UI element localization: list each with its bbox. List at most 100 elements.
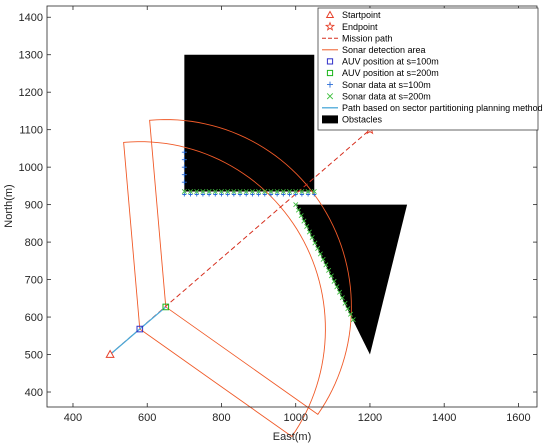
sonar-data-200-point <box>262 188 268 195</box>
sonar-data-200-point <box>306 229 312 235</box>
sonar-data-200-point <box>311 188 317 195</box>
legend-item-mission_path-label: Mission path <box>342 33 393 43</box>
sonar-data-100-point <box>181 179 187 185</box>
sonar-data-200-point <box>293 188 299 195</box>
legend-item-sonar_100-symbol <box>327 81 333 88</box>
sonar-data-200-point <box>231 188 237 195</box>
legend-item-obstacles-symbol <box>322 115 338 124</box>
sonar-data-200-point <box>326 267 332 273</box>
sonar-data-100-point <box>181 172 187 178</box>
obstacle-rect <box>184 54 315 192</box>
x-tick-label: 1600 <box>506 412 530 424</box>
y-tick-label: 1400 <box>19 12 43 24</box>
sonar-data-200-point <box>194 188 200 195</box>
sonar-data-200-point <box>315 245 321 251</box>
sonar-data-200-tick <box>231 192 236 197</box>
sonar-sector-s100 <box>123 141 326 438</box>
y-axis-label: North(m) <box>3 184 15 227</box>
obstacle-triangle <box>295 204 408 355</box>
legend-item-endpoint-symbol <box>324 21 336 31</box>
legend-item-startpoint-label: Startpoint <box>342 10 381 20</box>
sonar-data-200-tick <box>262 192 267 197</box>
legend-item-startpoint-symbol <box>325 10 335 18</box>
sonar-data-200-point <box>287 188 293 195</box>
sonar-data-200-point <box>309 234 315 241</box>
y-tick-label: 1200 <box>19 87 43 99</box>
sonar-data-200-point <box>295 207 301 213</box>
sonar-data-200-tick <box>244 192 249 197</box>
sonar-data-200-tick <box>299 192 304 197</box>
sonar-data-200-point <box>268 188 274 195</box>
x-tick-label: 1400 <box>432 412 456 424</box>
sonar-data-200-tick <box>194 192 199 197</box>
y-tick-label: 700 <box>25 275 43 287</box>
sonar-data-200-point <box>342 300 348 306</box>
sonar-data-200-point <box>293 202 299 208</box>
sonar-data-200-tick <box>225 192 230 197</box>
sonar-data-200-point <box>206 188 212 195</box>
y-tick-label: 1300 <box>19 50 43 62</box>
sonar-data-200-point <box>237 188 243 195</box>
plot-frame <box>46 5 538 408</box>
sonar-data-200-point <box>181 188 187 195</box>
obstacle-layer <box>184 54 408 355</box>
sonar-data-200-tick <box>188 192 193 197</box>
sonar-data-200-point <box>320 256 326 262</box>
legend-item-auv_200-label: AUV position at s=200m <box>342 68 439 78</box>
sonar-data-200-point <box>225 188 231 195</box>
sonar-data-200-point <box>249 188 255 195</box>
y-tick-label: 800 <box>25 237 43 249</box>
sonar-data-200-point <box>323 262 329 268</box>
legend-box <box>317 7 539 131</box>
sonar-data-200-point <box>280 188 286 195</box>
sonar-data-200-point <box>298 213 304 219</box>
sonar-data-200-point <box>212 188 218 195</box>
auv-100-marker <box>136 325 144 333</box>
sonar-data-200-point <box>339 295 345 301</box>
x-tick-label: 400 <box>64 412 82 424</box>
sonar-data-200-tick <box>306 192 311 197</box>
planned-path-line <box>109 306 167 356</box>
auv-200-marker <box>162 303 170 311</box>
sonar-data-100-point <box>181 164 187 170</box>
sonar-data-200-tick <box>312 192 317 197</box>
legend-item-auv_100-label: AUV position at s=100m <box>342 57 439 67</box>
sonar-data-100-point <box>181 149 187 155</box>
x-tick-label: 800 <box>212 412 230 424</box>
sonar-data-200-point <box>347 311 354 317</box>
sonar-data-200-tick <box>250 192 255 197</box>
legend-item-sonar_200-label: Sonar data at s=200m <box>342 91 431 101</box>
x-tick-label: 1200 <box>358 412 382 424</box>
legend-item-auv_100-symbol <box>326 58 334 65</box>
sonar-data-200-point <box>274 188 280 195</box>
y-tick-label: 1100 <box>19 125 43 137</box>
legend-item-planned_path-label: Path based on sector partitioning planni… <box>342 103 543 113</box>
y-tick-label: 600 <box>25 312 43 324</box>
sonar-data-200-point <box>345 306 351 312</box>
sonar-data-200-tick <box>207 192 212 197</box>
sonar-data-200-tick <box>182 192 187 197</box>
legend-item-sonar_200-symbol <box>326 93 334 100</box>
legend-item-endpoint-label: Endpoint <box>342 22 378 32</box>
sonar-data-200-tick <box>293 192 298 197</box>
sonar-data-200-tick <box>219 192 224 197</box>
sonar-data-200-tick <box>275 192 280 197</box>
legend-item-sonar_area-label: Sonar detection area <box>342 45 426 55</box>
legend-item-auv_200-symbol <box>326 69 334 77</box>
sonar-data-200-point <box>350 317 356 323</box>
legend-item-obstacles-label: Obstacles <box>342 115 383 125</box>
sonar-sector-s200 <box>149 119 352 416</box>
sonar-data-100-point <box>181 157 187 163</box>
y-tick-label: 900 <box>25 200 43 212</box>
sonar-data-200-tick <box>268 192 273 197</box>
y-tick-label: 1000 <box>19 162 43 174</box>
sonar-data-200-point <box>243 188 249 195</box>
marker-layer <box>105 123 376 358</box>
sonar-data-200-point <box>337 289 343 295</box>
x-tick-label: 1000 <box>283 412 307 424</box>
sonar-data-200-point <box>188 188 194 195</box>
sonar-data-200-point <box>328 273 334 279</box>
sonar-data-200-point <box>304 224 310 230</box>
sonar-data-200-point <box>334 284 340 290</box>
